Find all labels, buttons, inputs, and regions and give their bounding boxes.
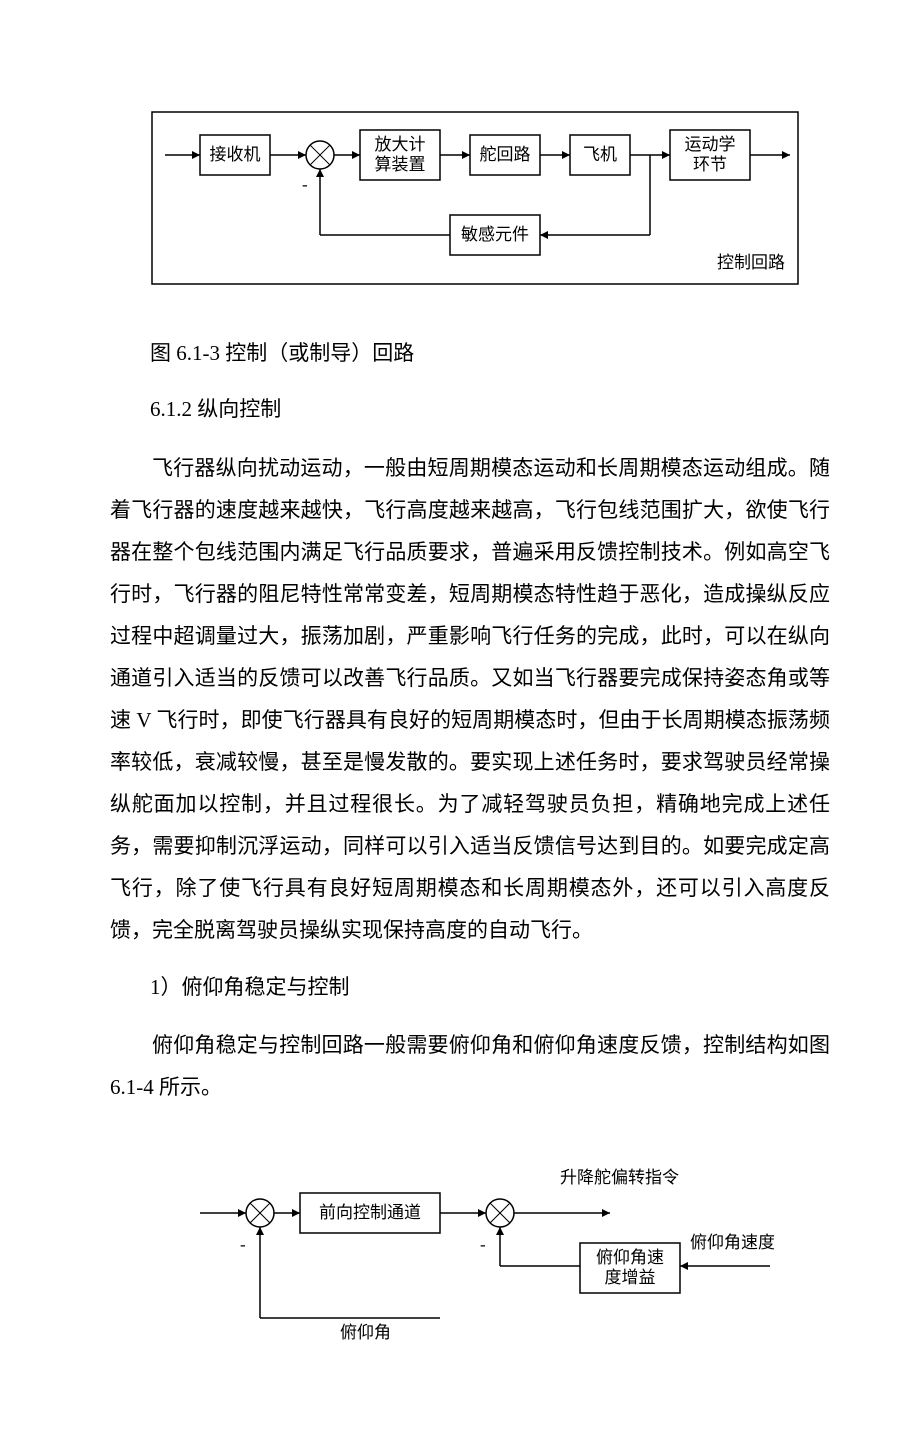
minus-sign-d2-1: - xyxy=(240,1235,246,1254)
node-kin-label1: 运动学 xyxy=(685,135,736,154)
node-sensor-label: 敏感元件 xyxy=(461,225,529,244)
node-plane-label: 飞机 xyxy=(583,145,617,164)
node-fwd-label: 前向控制通道 xyxy=(319,1203,421,1222)
rate-label: 俯仰角速度 xyxy=(690,1233,775,1252)
node-gain-label1: 俯仰角速 xyxy=(596,1248,664,1267)
pitch-label: 俯仰角 xyxy=(340,1323,391,1342)
node-rudder-label: 舵回路 xyxy=(480,145,531,164)
section-heading: 6.1.2 纵向控制 xyxy=(150,391,830,429)
diagram-2-svg: - 前向控制通道 - 升降舵偏转指令 俯仰角速度 俯仰角速 度增益 xyxy=(190,1158,790,1348)
node-receiver-label: 接收机 xyxy=(210,145,261,164)
body-paragraph-2: 俯仰角稳定与控制回路一般需要俯仰角和俯仰角速度反馈，控制结构如图 6.1-4 所… xyxy=(110,1024,830,1108)
minus-sign-d2-2: - xyxy=(480,1235,486,1254)
node-kin-label2: 环节 xyxy=(693,155,727,174)
loop-label: 控制回路 xyxy=(717,253,785,272)
diagram-1-svg: 接收机 - 放大计 算装置 舵回路 飞机 xyxy=(150,110,810,290)
pitch-control-diagram: - 前向控制通道 - 升降舵偏转指令 俯仰角速度 俯仰角速 度增益 xyxy=(190,1158,830,1353)
node-amp-label2: 算装置 xyxy=(375,155,426,174)
node-gain-label2: 度增益 xyxy=(605,1268,656,1287)
sub-heading-1: 1）俯仰角稳定与控制 xyxy=(150,969,830,1007)
cmd-label: 升降舵偏转指令 xyxy=(560,1168,679,1187)
body-paragraph-1: 飞行器纵向扰动运动，一般由短周期模态运动和长周期模态运动组成。随着飞行器的速度越… xyxy=(110,447,830,951)
figure-caption-1: 图 6.1-3 控制（或制导）回路 xyxy=(150,335,830,373)
node-amp-label1: 放大计 xyxy=(375,135,426,154)
minus-sign-1: - xyxy=(302,175,308,194)
control-loop-diagram: 接收机 - 放大计 算装置 舵回路 飞机 xyxy=(150,110,830,295)
